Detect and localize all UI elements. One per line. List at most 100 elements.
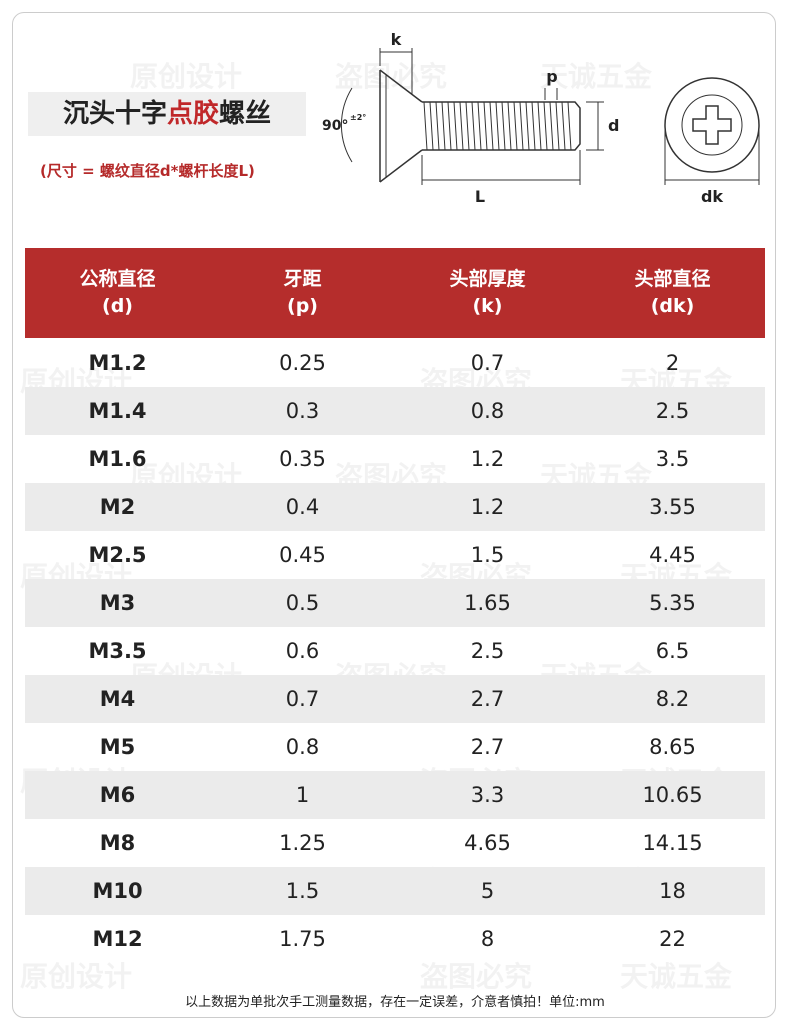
label-dk: dk	[701, 187, 723, 206]
label-k: k	[391, 30, 402, 49]
table-cell: 0.25	[279, 351, 326, 375]
watermark: 原创设计	[20, 960, 133, 993]
title-part: 沉头十字	[62, 99, 167, 129]
table-cell: 4.45	[649, 543, 696, 567]
diagram: k p d L dk 90° ±2°	[322, 30, 760, 206]
label-d: d	[608, 116, 619, 135]
label-tolerance: ±2°	[350, 113, 366, 122]
watermark: 天诚五金	[620, 960, 733, 993]
frame	[12, 12, 776, 1018]
table-row: M1.6 0.35 1.2 3.5	[25, 435, 765, 483]
header-line: (k)	[472, 295, 503, 317]
table-cell: 1.2	[470, 495, 505, 519]
table-cell: 0.8	[470, 399, 505, 423]
watermark: 原创设计	[130, 60, 243, 93]
table-cell: 1	[295, 783, 310, 807]
table-cell: 0.45	[279, 543, 326, 567]
table-cell: 6.5	[655, 639, 690, 663]
table-cell: M2.5	[88, 543, 147, 567]
title: 沉头十字点胶螺丝	[28, 92, 306, 136]
table-row: M12 1.75 8 22	[25, 915, 765, 963]
table-cell: 0.6	[285, 639, 320, 663]
table-row: M10 1.5 5 18	[25, 867, 765, 915]
label-l: L	[475, 187, 485, 206]
table-cell: M3	[99, 591, 136, 615]
table-row: M1.4 0.3 0.8 2.5	[25, 387, 765, 435]
table-cell: 2.5	[655, 399, 690, 423]
table-cell: 1.5	[470, 543, 505, 567]
table-row: M4 0.7 2.7 8.2	[25, 675, 765, 723]
title-part: 点胶	[166, 99, 219, 129]
watermark: 盗图必究	[420, 960, 533, 993]
table-cell: M8	[99, 831, 136, 855]
table-cell: 0.35	[279, 447, 326, 471]
header-line: 头部厚度	[449, 268, 526, 290]
column-header: 头部直径 (dk)	[580, 266, 765, 320]
table-cell: 8.2	[655, 687, 690, 711]
table-cell: 0.5	[285, 591, 320, 615]
watermark: 天诚五金	[540, 60, 653, 93]
table-cell: 2.7	[470, 687, 505, 711]
column-header: 公称直径 (d)	[25, 266, 210, 320]
title-part: 螺丝	[219, 99, 272, 129]
table-row: M3 0.5 1.65 5.35	[25, 579, 765, 627]
table-cell: M10	[92, 879, 143, 903]
table-cell: 10.65	[642, 783, 703, 807]
header-line: (p)	[287, 295, 318, 317]
label-angle: 90°	[322, 118, 348, 134]
table-row: M1.2 0.25 0.7 2	[25, 339, 765, 387]
label-p: p	[546, 67, 557, 86]
table-cell: M4	[99, 687, 136, 711]
table-cell: M1.4	[88, 399, 147, 423]
table-cell: 1.5	[285, 879, 320, 903]
table-cell: 8.65	[649, 735, 696, 759]
column-header: 头部厚度 (k)	[395, 266, 580, 320]
table-cell: M1.6	[88, 447, 147, 471]
table-row: M3.5 0.6 2.5 6.5	[25, 627, 765, 675]
table-cell: 5	[480, 879, 495, 903]
table-cell: 4.65	[464, 831, 511, 855]
table-cell: M2	[99, 495, 136, 519]
table-row: M6 1 3.3 10.65	[25, 771, 765, 819]
table-cell: 18	[659, 879, 686, 903]
table-cell: 1.65	[464, 591, 511, 615]
subtitle: (尺寸 = 螺纹直径d*螺杆长度L)	[40, 162, 255, 180]
table-cell: 14.15	[642, 831, 703, 855]
footer: 以上数据为单批次手工测量数据，存在一定误差，介意者慎拍！单位:mm	[185, 995, 605, 1010]
header-line: (dk)	[650, 295, 695, 317]
table-row: M2.5 0.45 1.5 4.45	[25, 531, 765, 579]
table-cell: 1.75	[279, 927, 326, 951]
table-cell: 2.5	[470, 639, 505, 663]
header-line: 牙距	[283, 268, 322, 290]
table-cell: 1.2	[470, 447, 505, 471]
table-cell: 8	[480, 927, 495, 951]
table-cell: 0.7	[470, 351, 505, 375]
table-header: 公称直径 (d) 牙距 (p) 头部厚度 (k) 头部直径 (dk)	[25, 248, 765, 338]
table-cell: M6	[99, 783, 136, 807]
table-cell: M12	[92, 927, 143, 951]
header-line: 公称直径	[79, 268, 156, 290]
table-cell: 2	[665, 351, 680, 375]
table-cell: 0.4	[285, 495, 320, 519]
table-cell: 3.5	[655, 447, 690, 471]
watermark: 盗图必究	[335, 60, 448, 93]
header-line: (d)	[102, 295, 133, 317]
table-cell: 5.35	[649, 591, 696, 615]
table-cell: 3.55	[649, 495, 696, 519]
table-cell: 2.7	[470, 735, 505, 759]
table-cell: M1.2	[88, 351, 147, 375]
table-cell: 1.25	[279, 831, 326, 855]
table-cell: 0.3	[285, 399, 320, 423]
table-cell: 22	[659, 927, 686, 951]
table-cell: 0.8	[285, 735, 320, 759]
table-row: M8 1.25 4.65 14.15	[25, 819, 765, 867]
table-cell: M3.5	[88, 639, 147, 663]
table-row: M5 0.8 2.7 8.65	[25, 723, 765, 771]
column-header: 牙距 (p)	[210, 266, 395, 320]
table-cell: 0.7	[285, 687, 320, 711]
table-cell: M5	[99, 735, 136, 759]
header-line: 头部直径	[634, 268, 711, 290]
table-row: M2 0.4 1.2 3.55	[25, 483, 765, 531]
table-cell: 3.3	[470, 783, 505, 807]
